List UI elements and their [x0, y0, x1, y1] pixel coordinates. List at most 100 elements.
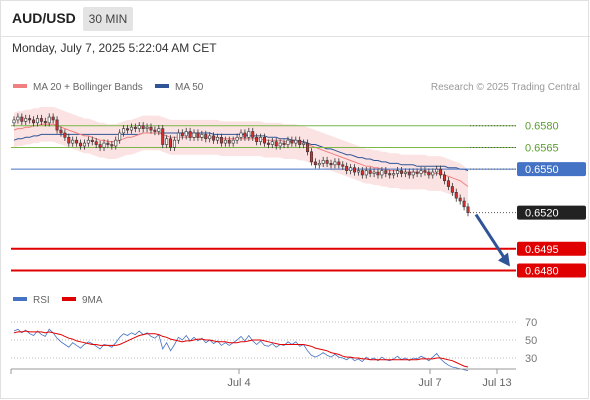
candle: [219, 133, 223, 147]
level-label-resistance: 0.6565: [525, 142, 559, 154]
candle-body: [333, 161, 337, 166]
candle: [212, 132, 216, 144]
candle: [337, 158, 341, 169]
timestamp: Monday, July 7, 2025 5:22:04 AM CET: [12, 41, 217, 55]
candle-body: [384, 170, 388, 174]
candle-body: [262, 137, 266, 144]
candle-body: [216, 137, 220, 141]
candle-body: [349, 167, 353, 171]
candle: [419, 166, 423, 178]
candle: [35, 114, 39, 127]
candle: [466, 203, 470, 217]
candle-body: [90, 139, 94, 142]
candle-body: [337, 161, 341, 166]
candle-body: [247, 131, 251, 138]
candle: [309, 148, 313, 166]
candle-body: [403, 171, 407, 174]
candle: [32, 116, 36, 127]
candle: [356, 166, 360, 176]
candle: [329, 159, 333, 169]
candle-body: [462, 200, 466, 208]
bollinger-band: [14, 106, 468, 204]
candle-body: [180, 132, 184, 137]
candle: [98, 140, 102, 152]
candle-body: [149, 126, 153, 131]
candle: [399, 166, 403, 178]
candle-body: [243, 132, 247, 138]
candle-body: [364, 170, 368, 176]
candle: [63, 129, 67, 141]
candle: [106, 139, 110, 149]
candle-body: [388, 173, 392, 176]
candle: [392, 169, 396, 179]
candle: [227, 136, 231, 147]
rsi-ma-legend-swatch: [62, 297, 76, 301]
candle: [415, 168, 419, 178]
candle-body: [427, 171, 431, 176]
candle: [86, 136, 90, 147]
candle-body: [458, 197, 462, 202]
candle: [239, 129, 243, 141]
candle: [259, 133, 263, 146]
candle-body: [59, 129, 63, 134]
candle-body: [270, 141, 274, 145]
candle: [110, 140, 114, 150]
candle-body: [55, 119, 59, 131]
candle-body: [28, 118, 32, 121]
candle: [180, 129, 184, 140]
candle-body: [43, 121, 47, 124]
candle-body: [75, 139, 79, 144]
ma20-legend-label: MA 20 + Bollinger Bands: [33, 82, 143, 93]
candle-body: [157, 128, 161, 132]
candle-body: [129, 126, 133, 131]
candle-body: [122, 128, 126, 134]
candle: [450, 182, 454, 196]
candle-body: [282, 142, 286, 145]
candle-body: [419, 170, 423, 174]
x-axis-ticks: Jul 4 Jul 7 Jul 13: [10, 369, 512, 389]
candle: [79, 139, 83, 150]
rsi-ma-line: [13, 330, 469, 368]
x-tick-label: Jul 7: [418, 377, 441, 389]
candle: [352, 164, 356, 176]
candle: [446, 177, 450, 191]
candle-body: [39, 118, 43, 122]
candle: [145, 123, 149, 133]
level-label-support: 0.6480: [525, 266, 559, 278]
candle: [157, 124, 161, 136]
candle-body: [102, 142, 106, 148]
candle-body: [259, 137, 263, 142]
candle-body: [450, 186, 454, 193]
candle: [427, 168, 431, 179]
candle-body: [63, 132, 67, 138]
candle: [216, 133, 220, 144]
level-tag-last: [517, 205, 586, 220]
candle-body: [329, 163, 333, 166]
candle: [282, 139, 286, 149]
candle: [165, 135, 169, 149]
candle-body: [231, 139, 235, 144]
timeframe-button[interactable]: 30 MIN: [83, 7, 133, 31]
candle: [20, 113, 24, 125]
candle: [12, 116, 16, 127]
level-label-support: 0.6495: [525, 244, 559, 256]
ma20-legend-swatch: [13, 84, 27, 88]
candle: [47, 113, 51, 127]
candle-body: [188, 131, 192, 138]
candle-body: [153, 129, 157, 132]
candle: [67, 133, 71, 147]
header: AUD/USD 30 MIN: [0, 0, 590, 36]
candle: [59, 126, 63, 137]
price-levels: 0.6580 0.6565 0.6550 0.6520 0.6495 0.6480: [11, 121, 586, 278]
candle: [55, 116, 59, 134]
candle-body: [360, 170, 364, 176]
candle-body: [165, 138, 169, 145]
candle: [396, 166, 400, 178]
candle: [118, 129, 122, 144]
candle-body: [376, 171, 380, 176]
projection-arrow-shaft: [474, 213, 508, 262]
candle: [290, 136, 294, 147]
candle-body: [274, 141, 278, 147]
candle-body: [32, 119, 36, 124]
